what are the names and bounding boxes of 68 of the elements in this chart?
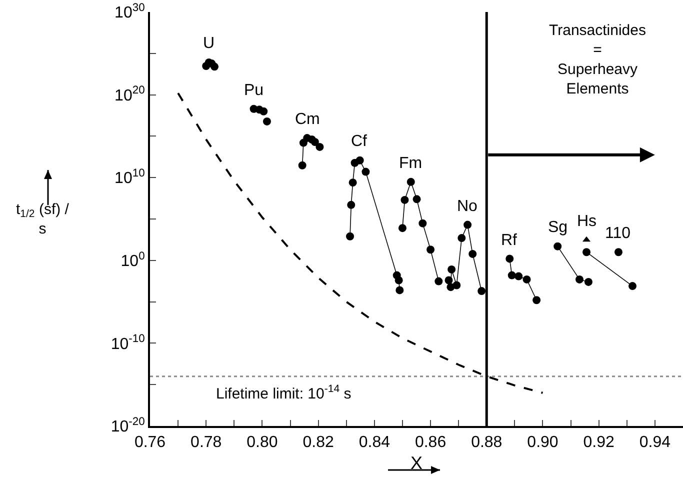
series-label: Hs: [577, 213, 597, 230]
point: [406, 178, 415, 186]
point: [316, 142, 324, 151]
point: [554, 242, 562, 250]
point: [362, 168, 370, 176]
point: [478, 287, 486, 296]
x-tick-label: 0.94: [639, 434, 671, 452]
x-tick-label: 0.86: [414, 434, 446, 452]
point: [434, 277, 443, 286]
series-label: U: [203, 35, 215, 52]
annotation: Transactinides = Superheavy Elements: [549, 22, 646, 98]
x-axis-title: X: [410, 452, 423, 473]
point: [575, 275, 584, 284]
point: [210, 62, 219, 71]
annotation: Lifetime limit: 10$^{-14}$ s: [216, 383, 352, 402]
series-label: Rf: [501, 232, 518, 249]
x-tick-label: 0.82: [302, 434, 334, 452]
series-label: Cm: [295, 111, 320, 128]
point: [464, 220, 472, 229]
y-tick-label: 10$^{10}$: [114, 167, 145, 188]
point: [347, 200, 356, 209]
point: [506, 254, 514, 263]
y-tick-label: 10$^{30}$: [114, 2, 145, 22]
point: [396, 286, 404, 294]
y-tick-label: 10$^{-20}$: [110, 416, 145, 436]
point: [260, 107, 268, 116]
x-tick-label: 0.84: [358, 434, 390, 452]
series-label: Sg: [548, 219, 568, 236]
point: [412, 195, 421, 204]
x-tick-label: 0.90: [527, 434, 558, 452]
point: [426, 246, 435, 254]
point: [448, 265, 456, 274]
x-tick-label: 0.88: [471, 434, 502, 452]
point: [394, 276, 403, 284]
point: [508, 271, 516, 280]
point: [346, 232, 354, 240]
point: [400, 196, 409, 204]
series-label: No: [457, 198, 478, 215]
y-axis-title: t$_{1/2}$ (sf) / s: [16, 201, 70, 238]
point: [398, 224, 406, 232]
point: [418, 219, 427, 228]
x-tick-label: 0.80: [246, 434, 278, 452]
point: [348, 178, 357, 187]
x-tick-label: 0.78: [190, 434, 222, 452]
point: [628, 282, 637, 290]
point: [458, 234, 466, 242]
series-label: 110: [605, 225, 631, 242]
x-tick-label: 0.76: [134, 434, 166, 452]
point: [532, 296, 541, 304]
point: [444, 276, 453, 284]
series-label: Pu: [244, 82, 264, 99]
point: [356, 156, 364, 164]
point: [584, 278, 592, 286]
y-tick-label: 10$^{20}$: [114, 84, 145, 104]
point: [614, 248, 622, 256]
point: [468, 250, 477, 258]
x-tick-label: 0.92: [583, 434, 615, 452]
series-label: Fm: [399, 155, 422, 172]
point: [298, 161, 306, 170]
series-label: Cf: [351, 133, 368, 150]
point: [262, 117, 271, 126]
point: [452, 281, 461, 290]
point: [582, 248, 590, 256]
y-tick-label: 10$^{0}$: [120, 250, 145, 270]
y-tick-label: 10$^{-10}$: [110, 333, 145, 353]
point: [310, 138, 319, 146]
point: [514, 272, 523, 280]
point: [522, 275, 531, 284]
